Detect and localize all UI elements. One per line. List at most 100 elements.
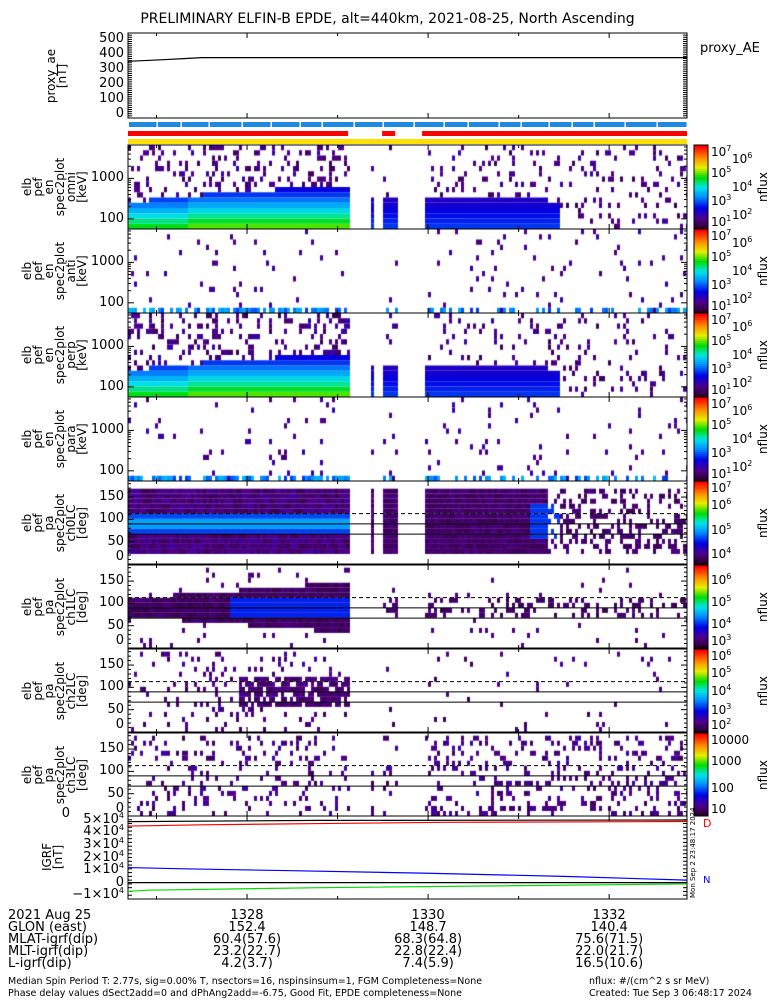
colorbar-segment xyxy=(694,195,708,198)
colorbar-segment xyxy=(694,503,708,507)
proxy-ae-frame xyxy=(127,32,688,119)
colorbar-segment xyxy=(694,352,708,356)
colorbar-segment xyxy=(694,565,708,568)
colorbar-segment xyxy=(694,392,708,396)
status-bar-blue-segment xyxy=(658,122,687,127)
colorbar-segment xyxy=(694,271,708,274)
pitch-angle-ytick-label: 150 xyxy=(99,657,124,673)
colorbar-segment xyxy=(694,770,708,773)
igrf-line-blue xyxy=(127,866,688,881)
xaxis-row-label: L-igrf(dip) xyxy=(8,956,72,971)
colorbar-segment xyxy=(694,637,708,641)
colorbar-segment xyxy=(694,516,708,519)
igrf-line-green xyxy=(127,883,688,893)
footer-created: Created: Tue Sep 3 06:48:17 2024 xyxy=(589,988,752,999)
colorbar-tick-label: 105 xyxy=(711,165,732,180)
colorbar-segment xyxy=(694,241,708,245)
colorbar-segment xyxy=(694,182,708,186)
status-bar-blue-segment xyxy=(272,122,300,127)
xaxis-row-label: MLT-igrf(dip) xyxy=(8,944,89,959)
status-bar-blue-segment xyxy=(500,122,521,127)
colorbar-segment xyxy=(694,735,708,738)
igrf-legend-d: D xyxy=(703,817,712,830)
colorbar-segment xyxy=(694,273,708,276)
colorbar-segment xyxy=(694,551,708,555)
pitch-angle-ytick-label: 50 xyxy=(107,617,124,633)
colorbar-segment xyxy=(694,483,708,486)
colorbar-segment xyxy=(694,682,708,685)
colorbar-segment xyxy=(694,235,708,238)
colorbar-segment xyxy=(694,711,708,714)
colorbar-segment xyxy=(694,702,708,706)
colorbar-segment xyxy=(694,300,708,303)
colorbar-segment xyxy=(694,537,708,540)
colorbar-segment xyxy=(694,394,708,398)
colorbar-segment xyxy=(694,766,708,769)
pitch-angle-ylabel: elb pef pa spec2plot ch3LC [deg] xyxy=(20,745,89,804)
colorbar-segment xyxy=(694,481,708,484)
colorbar-segment xyxy=(694,191,708,194)
colorbar-segment xyxy=(694,665,708,669)
colorbar-segment xyxy=(694,762,708,765)
colorbar-tick-label: 101 xyxy=(711,298,732,313)
colorbar-segment xyxy=(694,543,708,546)
colorbar-segment xyxy=(694,709,708,712)
colorbar-segment xyxy=(694,329,708,333)
colorbar-segment xyxy=(694,243,708,247)
colorbar-tick-label: 104 xyxy=(732,179,753,194)
colorbar-segment xyxy=(694,441,708,444)
colorbar-segment xyxy=(694,262,708,266)
colorbar-tick-label: 100 xyxy=(711,781,734,796)
colorbar-segment xyxy=(694,759,708,763)
colorbar-segment xyxy=(694,407,708,411)
spectrogram-ytick-label: 100 xyxy=(99,378,124,394)
colorbar-segment xyxy=(694,723,708,727)
colorbar-segment xyxy=(694,321,708,324)
colorbar-label: nflux xyxy=(756,424,770,454)
colorbar-segment xyxy=(694,591,708,595)
igrf-ytick-label: −1×104 xyxy=(72,886,124,903)
proxy-ae-ytick-label: 0 xyxy=(115,105,124,121)
colorbar-segment xyxy=(694,534,708,538)
colorbar-segment xyxy=(694,651,708,654)
colorbar-segment xyxy=(694,528,708,532)
proxy-ae-legend: proxy_AE xyxy=(700,41,760,56)
xaxis-tick-value: 1332 xyxy=(592,908,626,923)
colorbar-segment xyxy=(694,774,708,778)
colorbar-segment xyxy=(694,289,708,293)
colorbar-label: nflux xyxy=(756,340,770,370)
colorbar-segment xyxy=(694,791,708,794)
colorbar-segment xyxy=(694,292,708,295)
xaxis-tick-value: 7.4(5.9) xyxy=(402,956,454,971)
colorbar-segment xyxy=(694,491,708,494)
colorbar-segment xyxy=(694,317,708,320)
colorbar-segment xyxy=(694,598,708,601)
colorbar-segment xyxy=(694,559,708,563)
xaxis-tick-value: 4.2(3.7) xyxy=(221,956,273,971)
colorbar-segment xyxy=(694,629,708,632)
pitch-angle-frame xyxy=(127,648,688,733)
igrf-ylabel: IGRF [nT] xyxy=(40,842,65,872)
colorbar-segment xyxy=(694,811,708,815)
xaxis-tick-value: 152.4 xyxy=(228,920,266,935)
colorbar-segment xyxy=(694,645,708,649)
pitch-angle-ch2LC xyxy=(128,649,687,732)
colorbar-tick-label: 105 xyxy=(711,521,732,537)
colorbar-segment xyxy=(694,764,708,767)
colorbar-segment xyxy=(694,359,708,362)
colorbar-segment xyxy=(694,319,708,322)
colorbar-segment xyxy=(694,145,708,148)
colorbar-segment xyxy=(694,245,708,249)
colorbar-segment xyxy=(694,233,708,236)
colorbar-segment xyxy=(694,268,708,272)
colorbar-segment xyxy=(694,757,708,761)
colorbar-segment xyxy=(694,439,708,442)
colorbar-segment xyxy=(694,283,708,287)
colorbar-segment xyxy=(694,401,708,404)
igrf-ytick-label: 1×104 xyxy=(83,861,124,878)
colorbar-segment xyxy=(694,539,708,542)
plot-title: PRELIMINARY ELFIN-B EPDE, alt=440km, 202… xyxy=(140,11,635,27)
colorbar-segment xyxy=(694,266,708,270)
colorbar-segment xyxy=(694,684,708,687)
colorbar-segment xyxy=(694,655,708,658)
